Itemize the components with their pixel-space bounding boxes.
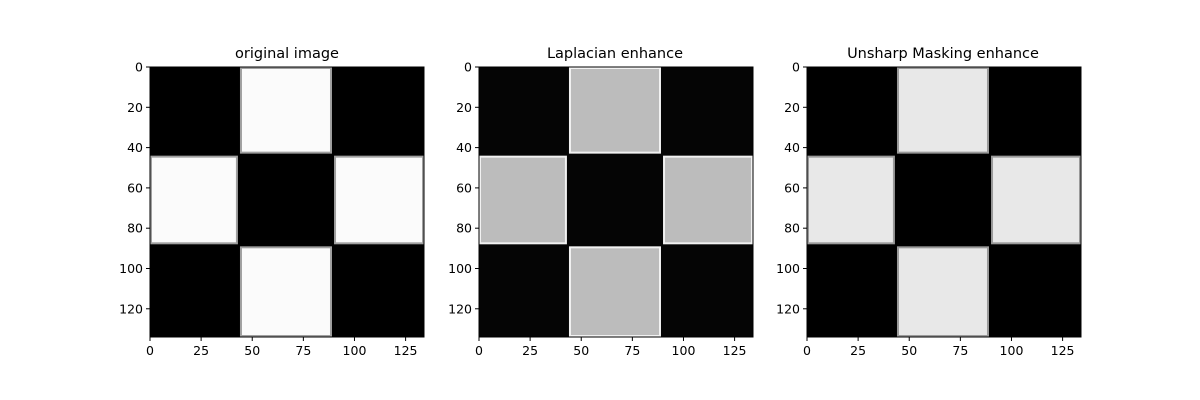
x-tick-label: 0 — [475, 343, 483, 358]
square-block-0 — [570, 69, 659, 152]
square-block-3 — [570, 248, 659, 335]
x-tick-label: 125 — [723, 343, 747, 358]
y-tick-label: 20 — [127, 100, 143, 115]
y-tick-label: 20 — [456, 100, 472, 115]
y-tick-label: 40 — [456, 140, 472, 155]
x-tick-label: 75 — [952, 343, 968, 358]
x-tick-label: 125 — [1051, 343, 1075, 358]
y-tick-label: 60 — [127, 180, 143, 195]
axes-frame — [149, 66, 425, 338]
subplot-laplacian-enhance: Laplacian enhance 0 25 50 75 100 125 0 20 40 60 80… — [448, 46, 754, 358]
x-tick-label: 50 — [573, 343, 589, 358]
y-tick-label: 0 — [464, 60, 472, 75]
x-tick-label: 0 — [803, 343, 811, 358]
x-tick-label: 50 — [901, 343, 917, 358]
y-tick-label: 40 — [127, 140, 143, 155]
square-block-1 — [809, 157, 893, 243]
axes-frame — [478, 66, 754, 338]
square-block-0 — [898, 69, 987, 152]
x-tick-label: 125 — [394, 343, 418, 358]
y-tick-label: 100 — [119, 261, 143, 276]
square-block-0 — [241, 69, 330, 152]
y-tick-label: 100 — [448, 261, 472, 276]
square-block-1 — [152, 157, 236, 243]
plot-title: Unsharp Masking enhance — [847, 46, 1039, 62]
square-block-3 — [898, 248, 987, 335]
subplot-original-image: original image 0 25 50 75 100 125 0 20 40 60 80 100… — [119, 46, 425, 358]
x-tick-label: 25 — [193, 343, 209, 358]
square-block-2 — [665, 157, 751, 243]
x-tick-label: 75 — [295, 343, 311, 358]
square-block-1 — [481, 157, 565, 243]
plot-title: original image — [235, 46, 339, 62]
subplot-unsharp-masking-enhance: Unsharp Masking enhance 0 25 50 75 100 125 0 20… — [776, 46, 1082, 358]
y-tick-label: 20 — [784, 100, 800, 115]
x-tick-label: 50 — [244, 343, 260, 358]
y-tick-label: 0 — [792, 60, 800, 75]
y-tick-label: 0 — [135, 60, 143, 75]
x-tick-label: 25 — [850, 343, 866, 358]
y-tick-label: 80 — [456, 221, 472, 236]
y-tick-label: 40 — [784, 140, 800, 155]
y-tick-label: 80 — [784, 221, 800, 236]
square-block-3 — [241, 248, 330, 335]
y-tick-label: 120 — [776, 301, 800, 316]
y-tick-label: 60 — [784, 180, 800, 195]
x-tick-label: 100 — [672, 343, 696, 358]
y-tick-label: 120 — [119, 301, 143, 316]
y-tick-label: 100 — [776, 261, 800, 276]
x-tick-label: 25 — [522, 343, 538, 358]
y-tick-label: 60 — [456, 180, 472, 195]
y-tick-label: 80 — [127, 221, 143, 236]
x-tick-label: 0 — [146, 343, 154, 358]
square-block-2 — [336, 157, 422, 243]
plot-title: Laplacian enhance — [547, 46, 683, 62]
x-tick-label: 100 — [1000, 343, 1024, 358]
x-tick-label: 100 — [343, 343, 367, 358]
x-tick-label: 75 — [624, 343, 640, 358]
square-block-2 — [993, 157, 1079, 243]
y-tick-label: 120 — [448, 301, 472, 316]
axes-frame — [806, 66, 1082, 338]
